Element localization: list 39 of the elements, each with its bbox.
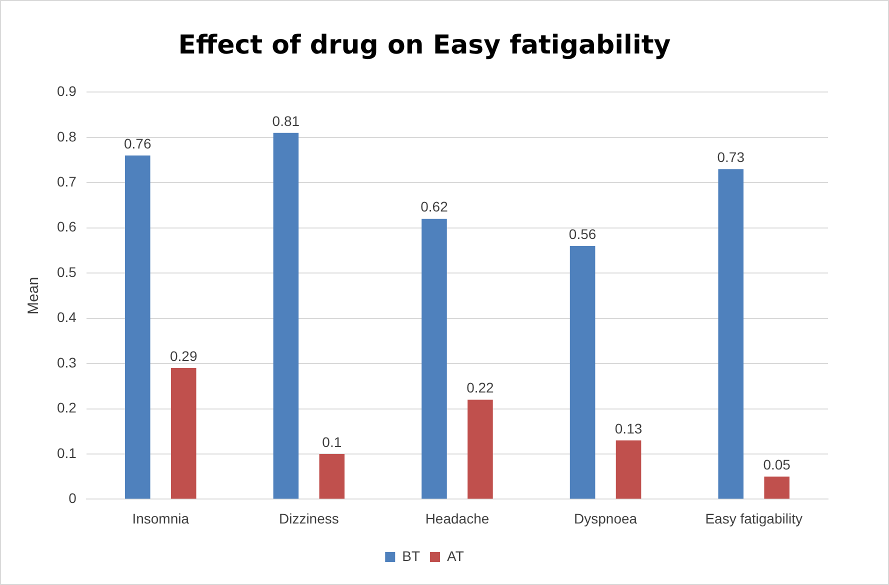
y-tick-label: 0.5 <box>56 264 77 280</box>
bar <box>170 368 196 499</box>
legend-label: BT <box>402 548 420 564</box>
data-label: 0.13 <box>614 420 642 436</box>
bar <box>570 246 596 499</box>
data-label: 0.56 <box>568 226 596 242</box>
x-tick-label: Dyspnoea <box>574 510 638 526</box>
y-tick-label: 0.9 <box>56 83 77 100</box>
y-tick-label: 0.1 <box>56 444 77 461</box>
data-label: 0.76 <box>124 135 152 152</box>
y-tick-label: 0.8 <box>56 128 77 144</box>
bar <box>422 218 447 499</box>
data-label: 0.62 <box>420 198 448 215</box>
y-tick-label: 0 <box>68 490 77 506</box>
data-label: 0.73 <box>717 148 745 165</box>
y-tick-label: 0.7 <box>56 174 77 190</box>
x-tick-label: Dizziness <box>278 510 339 526</box>
x-tick-label: Insomnia <box>132 510 190 526</box>
bar <box>319 454 345 499</box>
data-label: 0.05 <box>763 456 791 472</box>
legend-label: AT <box>447 548 464 564</box>
chart-title: Effect of drug on Easy fatigability <box>178 30 671 60</box>
y-tick-label: 0.3 <box>56 354 77 370</box>
data-label: 0.81 <box>272 112 300 129</box>
bar <box>468 400 493 499</box>
bar <box>616 440 642 499</box>
y-axis-title: Mean <box>25 276 42 314</box>
bar <box>124 156 150 499</box>
x-tick-label: Easy fatigability <box>705 510 802 526</box>
data-label: 0.22 <box>466 380 494 396</box>
bar <box>273 132 299 499</box>
y-tick-label: 0.2 <box>56 400 77 416</box>
bar <box>718 169 744 499</box>
data-label: 0.29 <box>170 348 198 364</box>
data-label: 0.1 <box>322 434 342 450</box>
x-tick-label: Headache <box>425 510 490 526</box>
bar <box>764 476 790 499</box>
y-tick-label: 0.4 <box>56 309 77 326</box>
y-tick-label: 0.6 <box>56 218 77 235</box>
